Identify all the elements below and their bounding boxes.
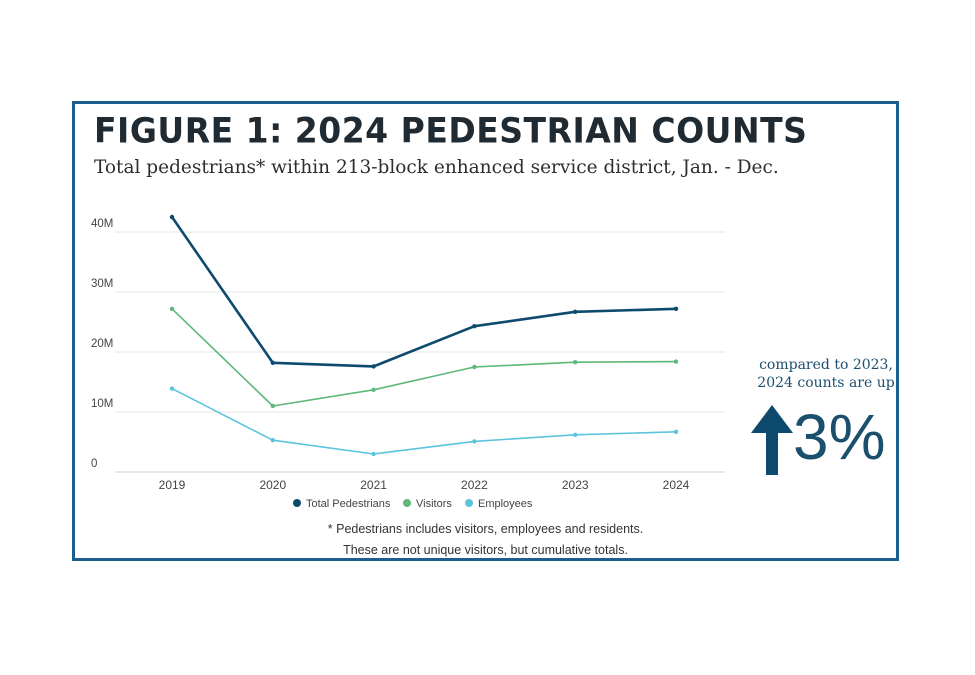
legend: Total Pedestrians Visitors Employees	[293, 498, 533, 510]
y-axis: 0 10M 20M 30M 40M	[91, 218, 113, 470]
data-point	[169, 386, 175, 391]
chart-subtitle: Total pedestrians* within 213-block enha…	[94, 157, 779, 178]
data-point	[472, 439, 477, 444]
series-line-1	[170, 216, 677, 368]
up-arrow-icon	[751, 405, 793, 475]
x-tick-label: 2021	[360, 478, 387, 492]
data-point	[673, 359, 679, 364]
data-point	[472, 364, 477, 370]
y-tick-label: 30M	[91, 278, 113, 290]
comparison-callout: compared to 2023, 2024 counts are up	[747, 356, 905, 392]
x-axis: 2019 2020 2021 2022 2023 2024	[159, 478, 690, 492]
data-point	[270, 438, 275, 443]
line-chart: 0 10M 20M 30M 40M 2019 2020 2021 2022 2023 2024 T…	[91, 214, 725, 510]
series-group	[169, 214, 679, 457]
legend-marker	[403, 499, 411, 507]
y-tick-label: 10M	[91, 398, 113, 410]
data-point	[673, 306, 679, 311]
legend-label: Total Pedestrians	[306, 498, 391, 510]
legend-label: Employees	[478, 498, 533, 510]
series-line-2	[171, 308, 677, 407]
data-point	[573, 309, 578, 314]
data-point	[371, 364, 376, 369]
data-point	[169, 306, 175, 311]
data-point	[169, 214, 175, 220]
data-point	[673, 429, 679, 434]
series-line-3	[171, 387, 677, 455]
y-tick-label: 0	[91, 458, 97, 470]
chart-title: FIGURE 1: 2024 PEDESTRIAN COUNTS	[94, 110, 808, 151]
y-tick-label: 20M	[91, 338, 113, 350]
data-point	[270, 403, 275, 409]
data-point	[472, 324, 477, 329]
legend-label: Visitors	[416, 498, 452, 510]
x-tick-label: 2023	[562, 478, 589, 492]
legend-marker	[293, 499, 301, 507]
x-tick-label: 2024	[663, 478, 690, 492]
x-tick-label: 2020	[259, 478, 286, 492]
footnote-line-1: * Pedestrians includes visitors, employe…	[327, 522, 644, 536]
data-point	[371, 451, 376, 457]
callout-line-1: compared to 2023,	[759, 357, 893, 373]
data-point	[371, 387, 376, 392]
data-point	[573, 360, 578, 365]
footnote-line-2: These are not unique visitors, but cumul…	[343, 543, 628, 557]
legend-marker	[465, 499, 473, 507]
percent-change: 3%	[793, 401, 886, 473]
figure-frame: FIGURE 1: 2024 PEDESTRIAN COUNTS Total p…	[72, 101, 899, 561]
data-point	[573, 432, 578, 437]
x-tick-label: 2022	[461, 478, 488, 492]
data-point	[270, 360, 275, 365]
x-tick-label: 2019	[159, 478, 186, 492]
callout-line-2: 2024 counts are up	[757, 375, 895, 391]
y-tick-label: 40M	[91, 218, 113, 230]
